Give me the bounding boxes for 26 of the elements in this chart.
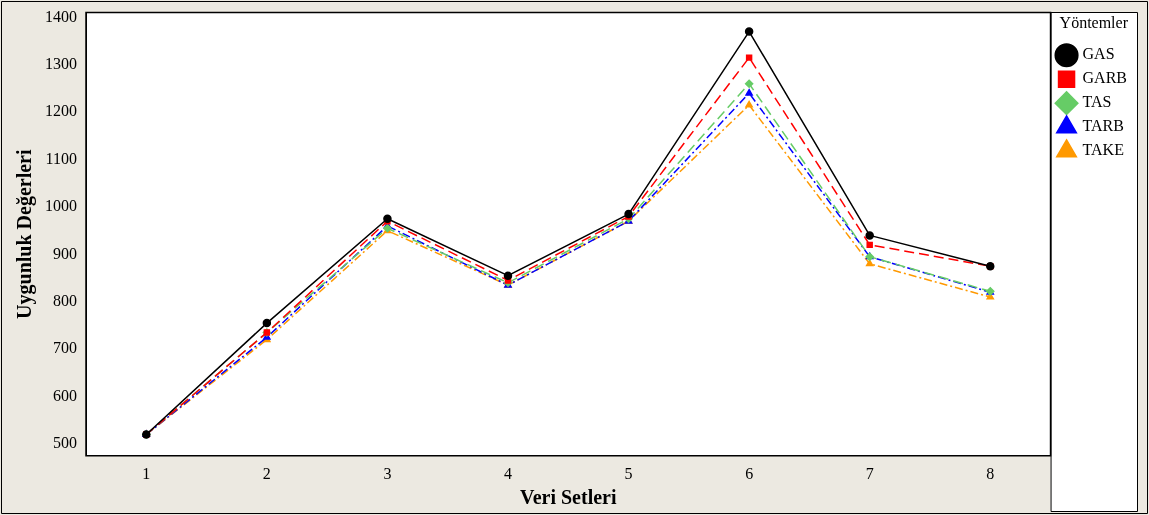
y-tick-label: 1200 bbox=[45, 102, 77, 120]
y-axis-title: Uygunluk Değerleri bbox=[13, 149, 37, 319]
legend-label: TAKE bbox=[1082, 141, 1124, 159]
y-tick-label: 1400 bbox=[45, 7, 77, 25]
y-tick-label: 900 bbox=[53, 244, 77, 262]
x-tick-label: 6 bbox=[745, 464, 754, 482]
y-tick-label: 800 bbox=[53, 291, 77, 309]
y-tick-label: 1100 bbox=[45, 149, 77, 167]
x-tick-label: 7 bbox=[865, 464, 874, 482]
x-tick-label: 4 bbox=[503, 464, 512, 482]
legend-label: TARB bbox=[1082, 117, 1124, 135]
y-tick-label: 500 bbox=[53, 434, 77, 452]
x-tick-label: 2 bbox=[262, 464, 271, 482]
y-tick-label: 1300 bbox=[45, 54, 77, 72]
legend-label: GAS bbox=[1082, 45, 1115, 63]
x-tick-label: 5 bbox=[624, 464, 633, 482]
x-tick-label: 8 bbox=[986, 464, 995, 482]
y-tick-label: 1000 bbox=[45, 197, 77, 215]
y-tick-label: 600 bbox=[53, 386, 77, 404]
legend-label: GARB bbox=[1082, 69, 1127, 87]
x-tick-label: 3 bbox=[383, 464, 392, 482]
x-axis-title: Veri Setleri bbox=[520, 486, 617, 509]
x-tick-label: 1 bbox=[142, 464, 151, 482]
y-tick-label: 700 bbox=[53, 339, 77, 357]
legend-title: Yöntemler bbox=[1059, 14, 1129, 32]
legend-label: TAS bbox=[1082, 93, 1112, 111]
